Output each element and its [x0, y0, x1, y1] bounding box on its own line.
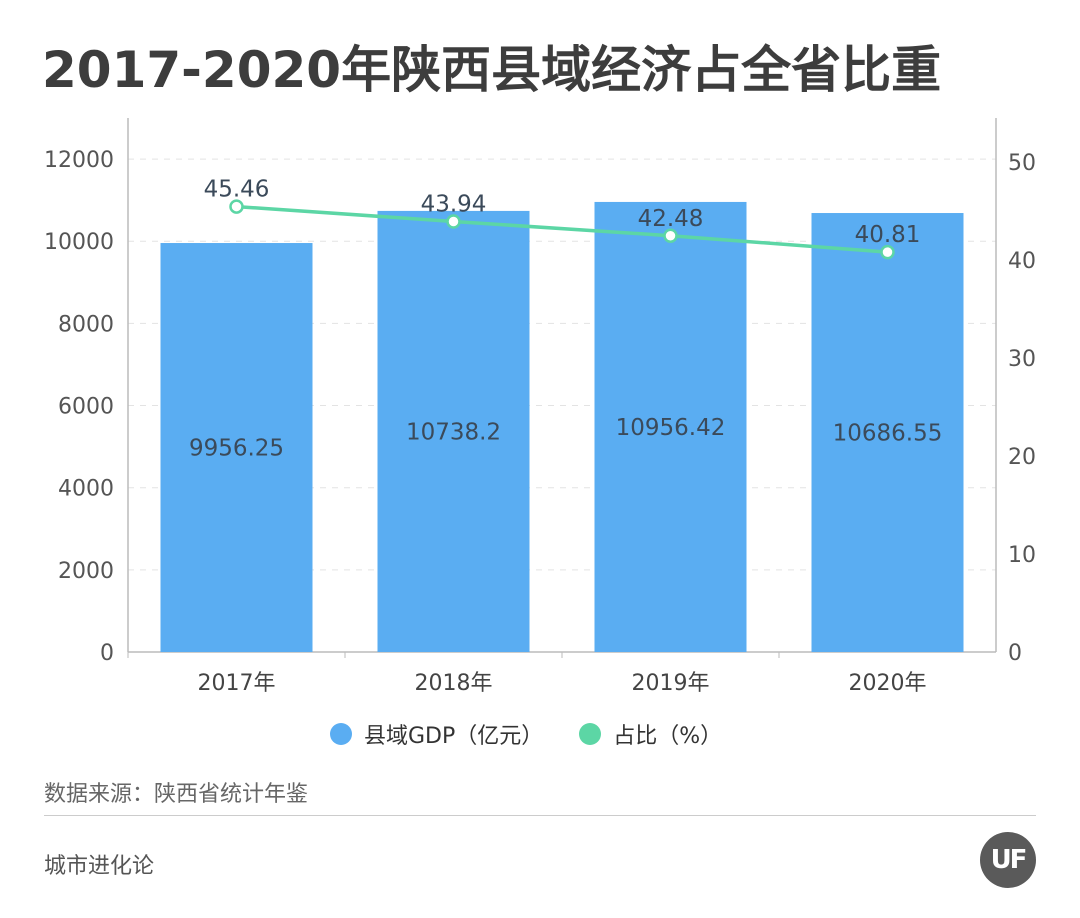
bar-value-label: 10956.42: [616, 415, 726, 441]
left-axis-tick-label: 8000: [58, 312, 114, 337]
x-axis-tick-label: 2017年: [198, 671, 276, 696]
share-value-label: 45.46: [204, 177, 270, 203]
right-axis-tick-label: 20: [1008, 445, 1036, 470]
chart-title: 2017-2020年陕西县域经济占全省比重: [42, 41, 942, 99]
share-line: [236, 204, 888, 254]
bar-value-label: 10738.2: [406, 419, 501, 445]
legend-item-gdp[interactable]: 县域GDP（亿元）: [330, 718, 543, 750]
legend-swatch-share-icon: [579, 723, 602, 745]
left-axis-tick-label: 4000: [58, 477, 114, 502]
legend-item-share[interactable]: 占比（%）: [579, 718, 722, 750]
share-point-2: [446, 214, 461, 229]
bar-2: [377, 210, 530, 653]
footer-divider: [44, 815, 1036, 816]
legend-label-share: 占比（%）: [613, 724, 723, 749]
chart-legend: 县域GDP（亿元） 占比（%）: [330, 718, 758, 750]
data-source-note: 数据来源：陕西省统计年鉴: [44, 782, 309, 807]
x-axis-tick-label: 2020年: [849, 671, 927, 696]
x-axis-tick-label: 2019年: [632, 671, 710, 696]
x-axis-tick-label: 2018年: [415, 671, 493, 696]
brand-name: 城市进化论: [44, 854, 155, 879]
right-axis-tick-label: 40: [1008, 249, 1036, 274]
share-value-label: 40.81: [855, 222, 921, 248]
share-value-label: 42.48: [638, 206, 704, 232]
share-point-4: [880, 244, 895, 260]
right-axis-tick-label: 50: [1008, 151, 1036, 176]
legend-label-gdp: 县域GDP（亿元）: [364, 724, 544, 749]
left-axis-tick-label: 10000: [44, 230, 114, 255]
bar-value-label: 10686.55: [833, 421, 943, 447]
bar-4: [811, 213, 964, 652]
right-axis-tick-label: 0: [1008, 641, 1022, 666]
right-axis-tick-label: 30: [1008, 347, 1036, 372]
brand-logo-icon: UF: [980, 832, 1036, 888]
combo-chart: 0 2000 4000 6000 8000 10000 12000 0 10 20 30 40 50 99…: [44, 118, 1036, 696]
share-point-3: [663, 228, 678, 244]
left-axis-tick-label: 2000: [58, 559, 114, 584]
bar-3: [594, 201, 747, 653]
left-axis-tick-label: 0: [100, 641, 114, 666]
right-axis-tick-label: 10: [1008, 543, 1036, 568]
legend-swatch-gdp-icon: [330, 723, 352, 745]
left-axis-tick-label: 6000: [58, 395, 114, 420]
share-point-1: [229, 199, 244, 214]
bar-value-label: 9956.25: [189, 436, 284, 462]
left-axis-tick-label: 12000: [44, 148, 114, 173]
bar-1: [160, 243, 313, 652]
share-value-label: 43.94: [421, 191, 487, 217]
